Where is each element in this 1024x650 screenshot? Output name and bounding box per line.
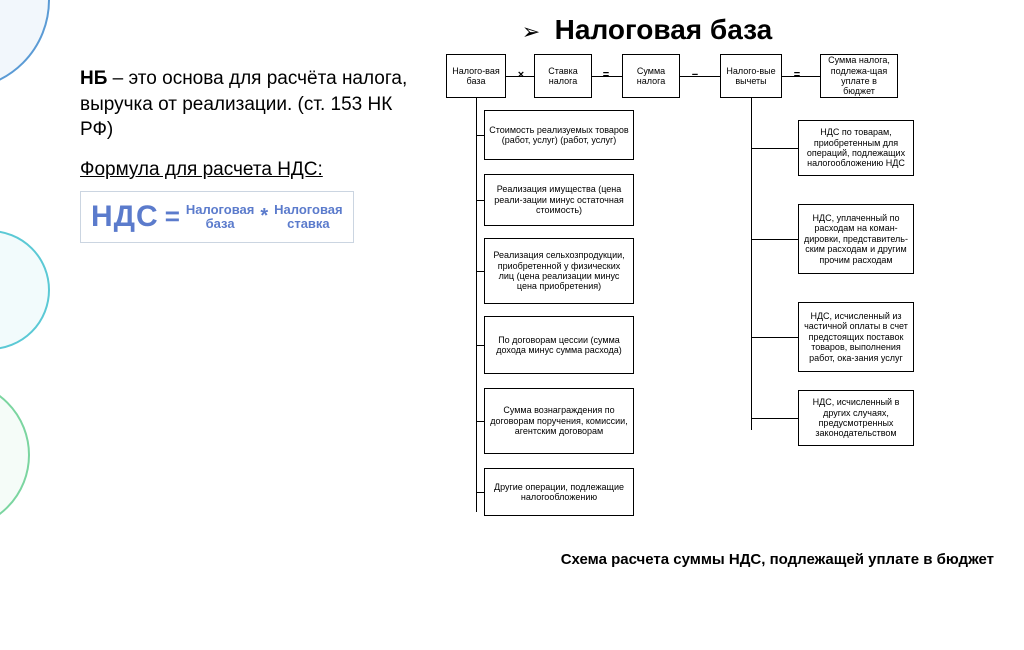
- top-conn-3: [782, 76, 820, 77]
- diagram-area: Налого-вая база Ставка налога Сумма налога…: [424, 54, 994, 544]
- formula-title: Формула для расчета НДС:: [80, 159, 410, 181]
- formula-right-bot: ставка: [287, 216, 330, 231]
- top-conn-2: [680, 76, 720, 77]
- formula-left-frac: Налоговая база: [186, 203, 254, 232]
- op-0: ×: [514, 69, 528, 81]
- top-box-0: Налого-вая база: [446, 54, 506, 98]
- op-2: −: [688, 69, 702, 81]
- left-spine: [476, 98, 477, 512]
- right-box-0: НДС по товарам, приобретенным для операц…: [798, 120, 914, 176]
- left-conn-5: [476, 492, 484, 493]
- right-box-3: НДС, исчисленный в других случаях, преду…: [798, 390, 914, 446]
- left-conn-3: [476, 345, 484, 346]
- top-conn-1: [592, 76, 622, 77]
- right-conn-2: [751, 337, 798, 338]
- diagram-caption: Схема расчета суммы НДС, подлежащей упла…: [561, 551, 994, 568]
- left-box-5: Другие операции, подлежащие налогообложе…: [484, 468, 634, 516]
- top-box-2: Сумма налога: [622, 54, 680, 98]
- formula-box: НДС = Налоговая база * Налоговая ставка: [80, 191, 354, 243]
- left-box-3: По договорам цессии (сумма дохода минус …: [484, 316, 634, 374]
- right-conn-1: [751, 239, 798, 240]
- right-box-2: НДС, исчисленный из частичной оплаты в с…: [798, 302, 914, 372]
- formula-right-top: Налоговая: [274, 202, 342, 217]
- top-conn-0: [506, 76, 534, 77]
- top-box-3: Налого-вые вычеты: [720, 54, 782, 98]
- left-conn-4: [476, 421, 484, 422]
- formula-eq: =: [165, 201, 180, 232]
- top-box-1: Ставка налога: [534, 54, 592, 98]
- left-box-4: Сумма вознаграждения по договорам поруче…: [484, 388, 634, 454]
- op-3: =: [790, 69, 804, 81]
- left-box-2: Реализация сельхозпродукции, приобретенн…: [484, 238, 634, 304]
- formula-right-frac: Налоговая ставка: [274, 203, 342, 232]
- left-conn-1: [476, 200, 484, 201]
- left-box-1: Реализация имущества (цена реали-зации м…: [484, 174, 634, 226]
- op-1: =: [599, 69, 613, 81]
- formula-left-bot: база: [206, 216, 235, 231]
- title-row: ➢ Налоговая база: [300, 14, 994, 46]
- top-box-4: Сумма налога, подлежа-щая уплате в бюдже…: [820, 54, 898, 98]
- right-conn-3: [751, 418, 798, 419]
- left-box-0: Стоимость реализуемых товаров (работ, ус…: [484, 110, 634, 160]
- formula-star: *: [260, 205, 268, 228]
- def-bold: НБ: [80, 68, 107, 89]
- right-conn-0: [751, 148, 798, 149]
- definition-text: НБ – это основа для расчёта налога, выру…: [80, 66, 410, 143]
- left-conn-2: [476, 271, 484, 272]
- bullet-arrow-icon: ➢: [522, 19, 540, 44]
- left-column: НБ – это основа для расчёта налога, выру…: [80, 54, 410, 544]
- left-conn-0: [476, 135, 484, 136]
- right-box-1: НДС, уплаченный по расходам на коман-дир…: [798, 204, 914, 274]
- formula-left-top: Налоговая: [186, 202, 254, 217]
- page-title: Налоговая база: [555, 14, 773, 46]
- formula-nds: НДС: [91, 200, 159, 234]
- def-rest: – это основа для расчёта налога, выручка…: [80, 68, 407, 140]
